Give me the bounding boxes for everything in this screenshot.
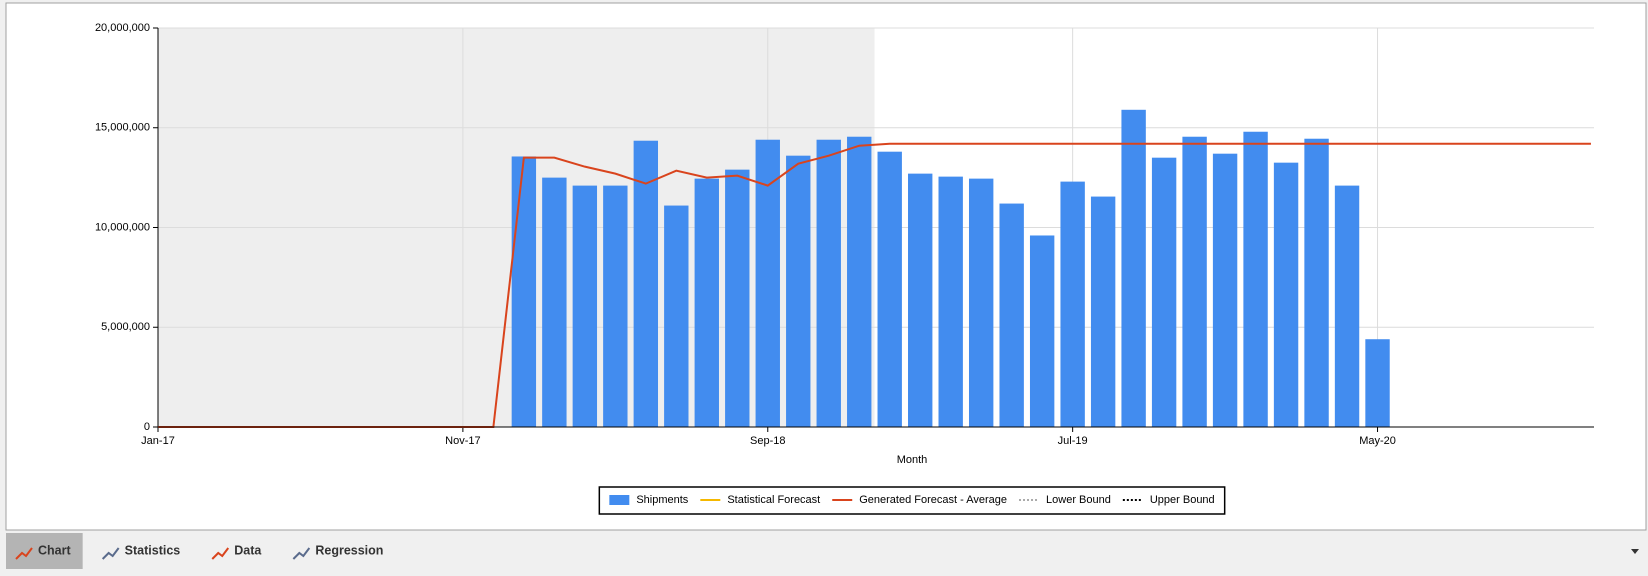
legend-label: Upper Bound xyxy=(1150,494,1215,506)
bar xyxy=(816,139,841,427)
bar xyxy=(1365,339,1390,427)
bar xyxy=(1243,131,1268,428)
y-tick-label: 0 xyxy=(144,421,150,433)
tab[interactable]: Chart xyxy=(6,533,83,569)
y-tick-label: 5,000,000 xyxy=(101,321,150,333)
bar xyxy=(938,176,963,427)
legend: Shipments Statistical Forecast Generated F… xyxy=(598,486,1226,515)
legend-label: Generated Forecast - Average xyxy=(859,494,1007,506)
tab[interactable]: Statistics xyxy=(93,533,193,569)
tab-label: Data xyxy=(234,543,262,557)
x-tick-label: Jan-17 xyxy=(141,435,175,447)
x-tick-label: Jul-19 xyxy=(1058,435,1088,447)
bar xyxy=(1121,109,1146,428)
bar xyxy=(664,205,689,427)
bar xyxy=(1182,136,1207,428)
bar xyxy=(908,173,933,427)
legend-label: Statistical Forecast xyxy=(727,494,820,506)
tab-bg xyxy=(6,533,83,569)
bar xyxy=(755,139,780,427)
bar xyxy=(511,156,537,427)
legend-label: Lower Bound xyxy=(1046,494,1111,506)
y-tick-label: 20,000,000 xyxy=(95,22,150,34)
x-axis-label: Month xyxy=(897,454,928,466)
bar xyxy=(1304,138,1329,427)
tab-icon xyxy=(211,547,230,560)
bar xyxy=(633,140,659,427)
bar xyxy=(542,177,567,427)
bar xyxy=(1212,153,1238,427)
tab-bar: Chart Statistics Data Regression xyxy=(6,533,395,569)
tab-icon xyxy=(15,547,33,560)
dropdown-arrow[interactable] xyxy=(1631,549,1639,554)
x-tick-label: May-20 xyxy=(1359,435,1396,447)
bar xyxy=(786,155,811,427)
bar xyxy=(1273,162,1299,427)
bar xyxy=(694,178,719,427)
legend-swatch xyxy=(609,495,630,505)
bar xyxy=(1151,157,1177,428)
bar xyxy=(877,151,902,427)
bar xyxy=(1090,196,1116,427)
bar xyxy=(725,169,750,427)
bar xyxy=(1334,185,1360,427)
tab[interactable]: Regression xyxy=(283,533,395,569)
tab-label: Regression xyxy=(315,543,383,557)
bar xyxy=(603,185,628,427)
bar xyxy=(999,203,1024,427)
tab[interactable]: Data xyxy=(202,533,273,569)
tab-icon xyxy=(292,547,311,560)
tab-icon xyxy=(101,547,120,560)
bar xyxy=(968,178,994,427)
legend-label: Shipments xyxy=(636,494,688,506)
x-tick-label: Sep-18 xyxy=(750,435,785,447)
x-tick-label: Nov-17 xyxy=(445,435,480,447)
y-tick-label: 10,000,000 xyxy=(95,221,150,233)
y-tick-label: 15,000,000 xyxy=(95,122,150,134)
tab-label: Statistics xyxy=(125,543,181,557)
bar xyxy=(847,136,872,428)
bar xyxy=(572,185,598,427)
tab-label: Chart xyxy=(38,543,71,557)
bar xyxy=(1029,235,1055,427)
bar xyxy=(1060,181,1085,427)
